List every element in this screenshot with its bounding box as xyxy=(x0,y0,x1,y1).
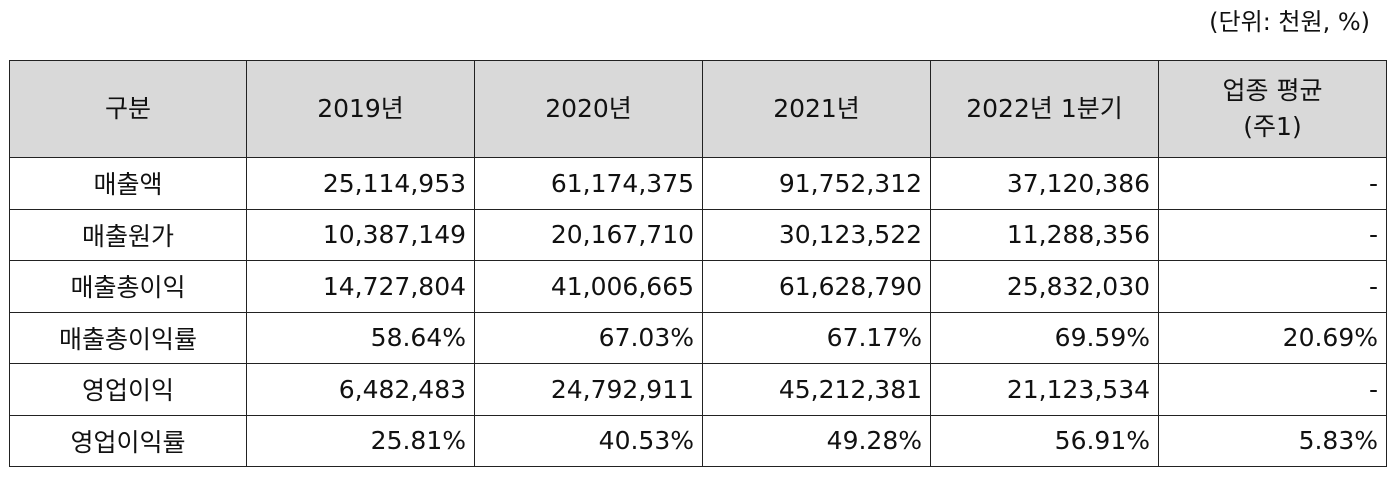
cell-2020: 61,174,375 xyxy=(474,157,703,210)
cell-2020: 20,167,710 xyxy=(474,208,703,261)
row-label: 매출총이익 xyxy=(9,260,247,313)
header-2022-q1: 2022년 1분기 xyxy=(930,60,1159,158)
cell-industry-average: - xyxy=(1158,157,1387,210)
header-2019: 2019년 xyxy=(246,60,475,158)
cell-2019: 25,114,953 xyxy=(246,157,475,210)
table-row: 매출총이익 14,727,804 41,006,665 61,628,790 25,83… xyxy=(9,260,1387,313)
cell-2019: 10,387,149 xyxy=(246,208,475,261)
cell-2021: 91,752,312 xyxy=(702,157,931,210)
table-row: 매출원가 10,387,149 20,167,710 30,123,522 11,288… xyxy=(9,208,1387,261)
cell-2021: 67.17% xyxy=(702,311,931,364)
row-label: 매출액 xyxy=(9,157,247,210)
cell-2020: 41,006,665 xyxy=(474,260,703,313)
cell-2020: 24,792,911 xyxy=(474,363,703,416)
cell-industry-average: - xyxy=(1158,260,1387,313)
row-label: 영업이익률 xyxy=(9,414,247,467)
header-industry-average-note: (주1) xyxy=(1243,112,1302,141)
cell-2021: 30,123,522 xyxy=(702,208,931,261)
header-industry-average: 업종 평균 (주1) xyxy=(1158,60,1387,158)
cell-2021: 61,628,790 xyxy=(702,260,931,313)
cell-industry-average: - xyxy=(1158,208,1387,261)
header-row: 구분 2019년 2020년 2021년 2022년 1분기 업종 평균 (주1… xyxy=(9,60,1387,158)
cell-2020: 40.53% xyxy=(474,414,703,467)
header-industry-average-line1: 업종 평균 xyxy=(1222,76,1323,105)
cell-2019: 6,482,483 xyxy=(246,363,475,416)
cell-2022-q1: 11,288,356 xyxy=(930,208,1159,261)
cell-2022-q1: 56.91% xyxy=(930,414,1159,467)
row-label: 매출원가 xyxy=(9,208,247,261)
cell-2021: 49.28% xyxy=(702,414,931,467)
table-row: 영업이익률 25.81% 40.53% 49.28% 56.91% 5.83% xyxy=(9,414,1387,467)
table-row: 매출총이익률 58.64% 67.03% 67.17% 69.59% 20.69% xyxy=(9,311,1387,364)
row-label: 영업이익 xyxy=(9,363,247,416)
table-row: 매출액 25,114,953 61,174,375 91,752,312 37,120,… xyxy=(9,157,1387,210)
table-row: 영업이익 6,482,483 24,792,911 45,212,381 21,123,… xyxy=(9,363,1387,416)
cell-2019: 25.81% xyxy=(246,414,475,467)
cell-2021: 45,212,381 xyxy=(702,363,931,416)
cell-2022-q1: 25,832,030 xyxy=(930,260,1159,313)
cell-2022-q1: 37,120,386 xyxy=(930,157,1159,210)
cell-industry-average: - xyxy=(1158,363,1387,416)
cell-2019: 14,727,804 xyxy=(246,260,475,313)
cell-2022-q1: 21,123,534 xyxy=(930,363,1159,416)
header-2020: 2020년 xyxy=(474,60,703,158)
cell-industry-average: 20.69% xyxy=(1158,311,1387,364)
cell-industry-average: 5.83% xyxy=(1158,414,1387,467)
header-2021: 2021년 xyxy=(702,60,931,158)
cell-2019: 58.64% xyxy=(246,311,475,364)
unit-note: (단위: 천원, %) xyxy=(1209,8,1370,36)
financial-table: 구분 2019년 2020년 2021년 2022년 1분기 업종 평균 (주1… xyxy=(9,60,1387,467)
header-category: 구분 xyxy=(9,60,247,158)
row-label: 매출총이익률 xyxy=(9,311,247,364)
cell-2020: 67.03% xyxy=(474,311,703,364)
cell-2022-q1: 69.59% xyxy=(930,311,1159,364)
